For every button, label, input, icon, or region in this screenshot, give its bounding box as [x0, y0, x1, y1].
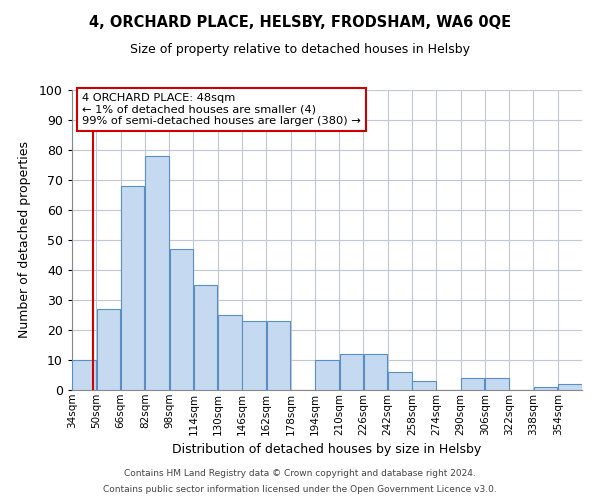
Bar: [97, 309, 120, 390]
Text: 4 ORCHARD PLACE: 48sqm
← 1% of detached houses are smaller (4)
99% of semi-detac: 4 ORCHARD PLACE: 48sqm ← 1% of detached …: [82, 93, 361, 126]
Y-axis label: Number of detached properties: Number of detached properties: [18, 142, 31, 338]
Text: 4, ORCHARD PLACE, HELSBY, FRODSHAM, WA6 0QE: 4, ORCHARD PLACE, HELSBY, FRODSHAM, WA6 …: [89, 15, 511, 30]
Bar: [315, 360, 339, 390]
Bar: [218, 315, 242, 390]
Bar: [388, 372, 412, 390]
Text: Contains HM Land Registry data © Crown copyright and database right 2024.: Contains HM Land Registry data © Crown c…: [124, 468, 476, 477]
Bar: [340, 354, 363, 390]
Text: Contains public sector information licensed under the Open Government Licence v3: Contains public sector information licen…: [103, 485, 497, 494]
Bar: [121, 186, 145, 390]
Bar: [266, 321, 290, 390]
Bar: [194, 285, 217, 390]
Text: Size of property relative to detached houses in Helsby: Size of property relative to detached ho…: [130, 42, 470, 56]
Bar: [534, 387, 557, 390]
Bar: [242, 321, 266, 390]
Bar: [412, 381, 436, 390]
X-axis label: Distribution of detached houses by size in Helsby: Distribution of detached houses by size …: [172, 443, 482, 456]
Bar: [170, 249, 193, 390]
Bar: [145, 156, 169, 390]
Bar: [73, 360, 96, 390]
Bar: [364, 354, 388, 390]
Bar: [485, 378, 509, 390]
Bar: [461, 378, 484, 390]
Bar: [558, 384, 581, 390]
